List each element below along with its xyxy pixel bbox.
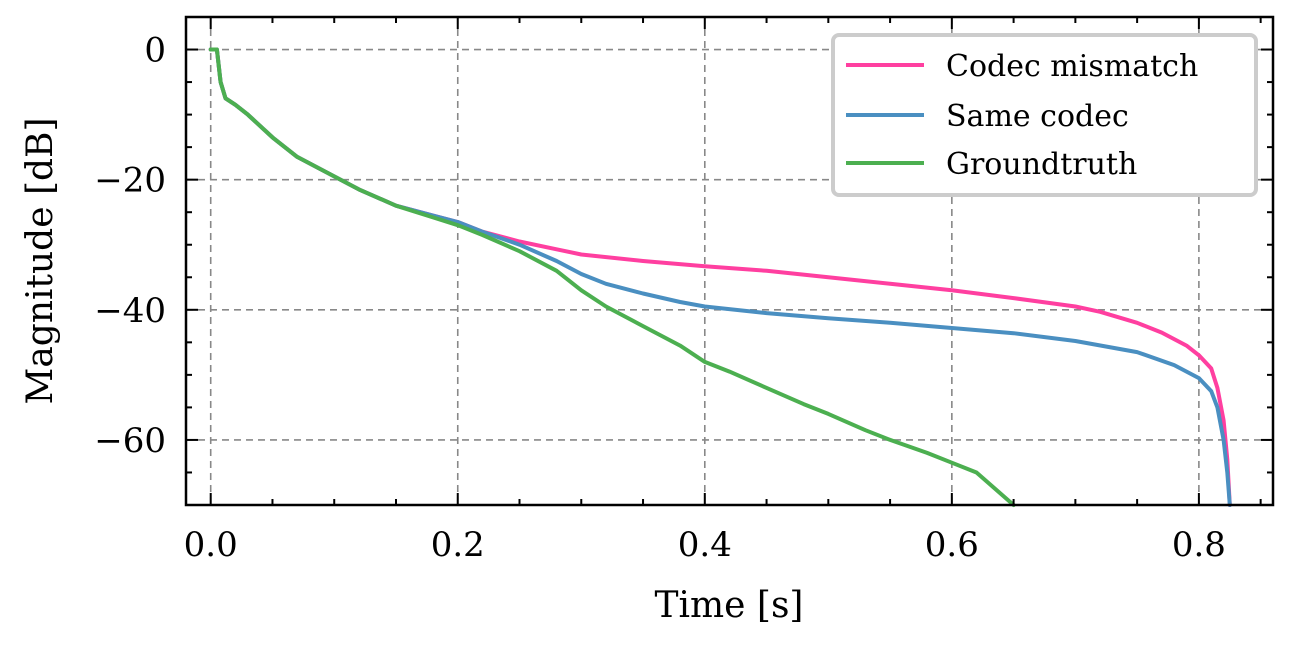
legend: Codec mismatch Same codec Groundtruth: [831, 33, 1258, 197]
series-lines: [208, 47, 1232, 507]
series-line-groundtruth: [208, 47, 1016, 507]
axis-ticks: 0.0 0.2 0.4 0.6 0.8 0 −20 −40 −60: [94, 16, 1273, 565]
x-tick-label-0: 0.0: [184, 525, 238, 565]
x-tick-label-1: 0.2: [431, 525, 485, 565]
y-tick-label-1: −20: [94, 161, 166, 201]
x-axis-label: Time [s]: [655, 585, 804, 626]
y-tick-label-0: 0: [144, 31, 166, 71]
legend-box: [831, 33, 1258, 197]
legend-label-codec-mismatch: Codec mismatch: [946, 49, 1198, 84]
legend-label-same-codec: Same codec: [946, 99, 1129, 134]
legend-label-groundtruth: Groundtruth: [946, 147, 1137, 182]
x-tick-label-2: 0.4: [678, 525, 732, 565]
y-tick-label-2: −40: [94, 291, 166, 331]
x-tick-label-4: 0.8: [1172, 525, 1226, 565]
y-tick-label-3: −60: [94, 421, 166, 461]
y-axis-label: Magnitude [dB]: [20, 117, 61, 404]
plot-frame: [184, 15, 1275, 507]
x-tick-label-3: 0.6: [925, 525, 979, 565]
